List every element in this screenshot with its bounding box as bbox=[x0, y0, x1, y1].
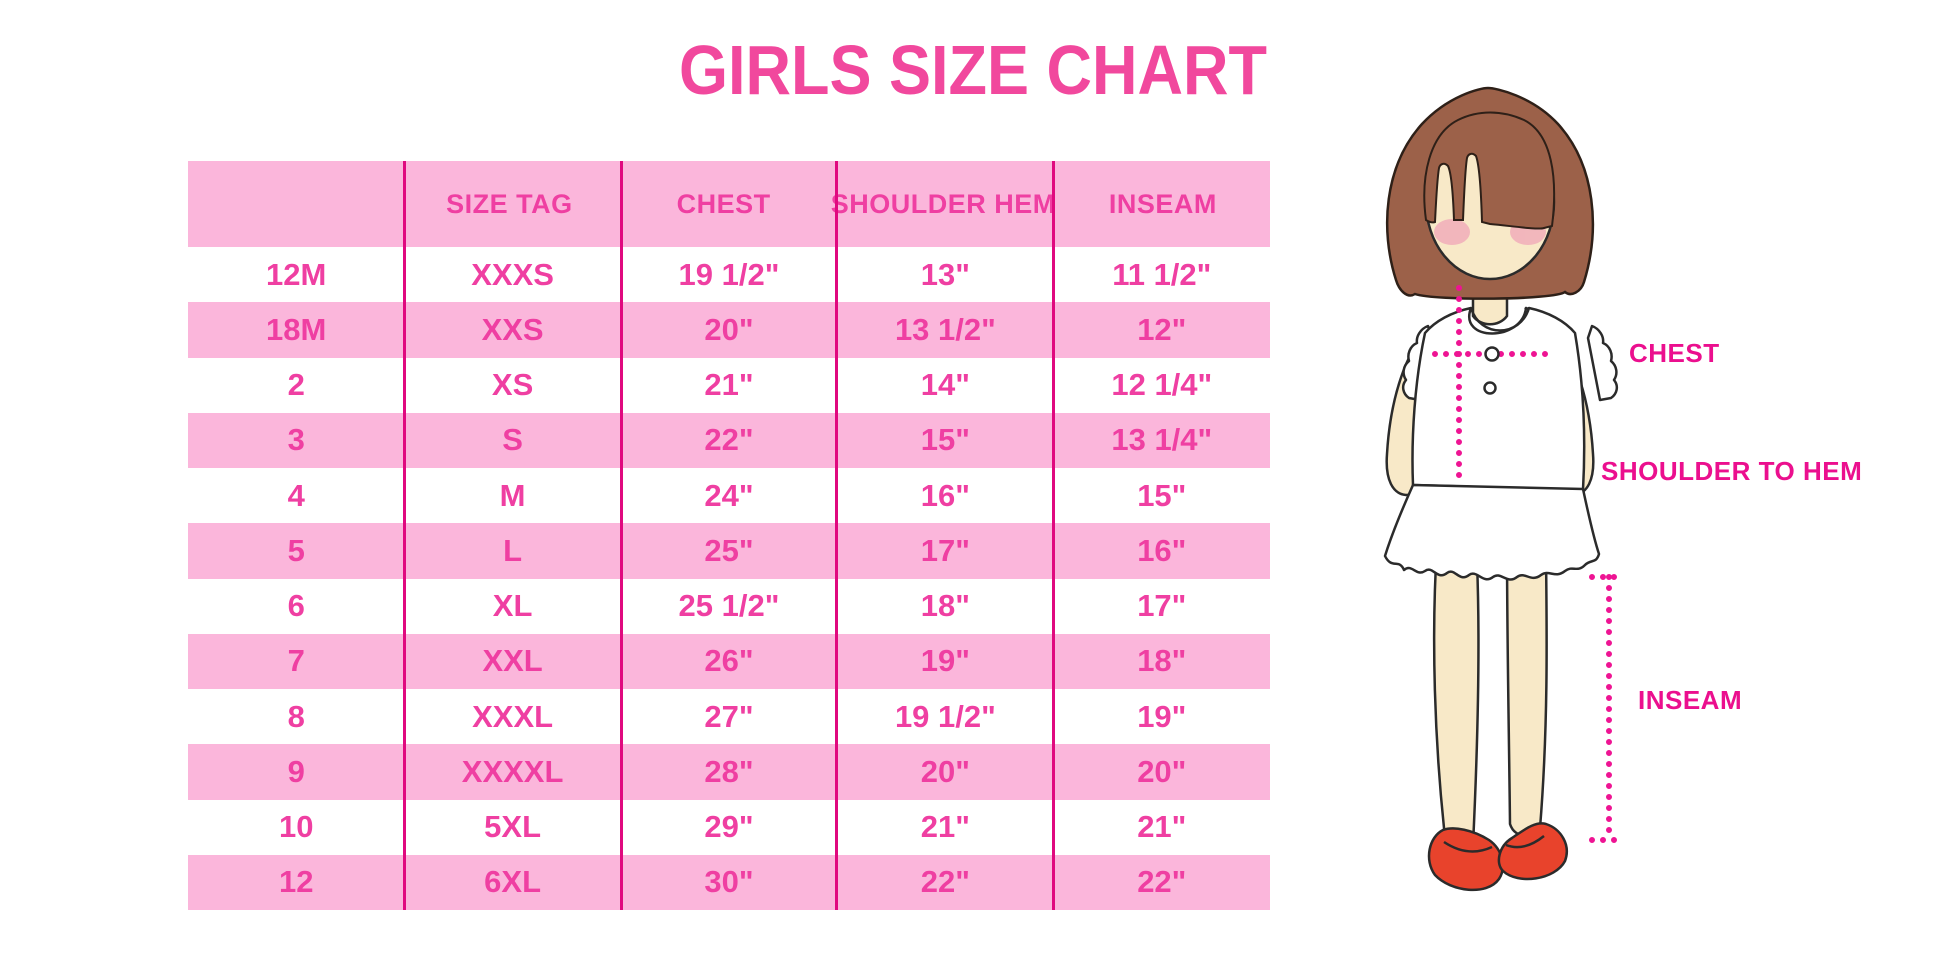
table-row: 12 6XL 30" 22" 22" bbox=[188, 854, 1270, 910]
table-cell: 16" bbox=[920, 477, 970, 513]
table-cell: 22" bbox=[1137, 864, 1187, 900]
table-cell: XXXXL bbox=[461, 753, 564, 789]
table-cell: 25" bbox=[704, 532, 754, 568]
table-cell: XXXS bbox=[471, 256, 554, 292]
table-cell: 18M bbox=[266, 311, 327, 347]
table-cell: XXS bbox=[481, 311, 544, 347]
column-divider bbox=[835, 161, 839, 910]
table-cell: 22" bbox=[920, 864, 970, 900]
table-cell: 2 bbox=[287, 367, 305, 403]
table-cell: 6XL bbox=[484, 864, 542, 900]
measurement-dotted-lines bbox=[1432, 285, 1626, 843]
table-cell: 15" bbox=[1137, 477, 1187, 513]
header-cell: INSEAM bbox=[1108, 188, 1217, 219]
table-row: 18M XXS 20" 13 1/2" 12" bbox=[188, 302, 1270, 358]
bangs bbox=[1423, 111, 1556, 230]
table-cell: 11 1/2" bbox=[1112, 256, 1212, 292]
table-cell: 30" bbox=[704, 864, 754, 900]
table-cell: 3 bbox=[287, 422, 305, 458]
table-cell: XXXL bbox=[472, 698, 554, 734]
page-title: GIRLS SIZE CHART bbox=[678, 31, 1268, 109]
table-cell: 12 bbox=[278, 864, 314, 900]
table-cell: 14" bbox=[920, 367, 970, 403]
table-cell: 5 bbox=[287, 532, 305, 568]
table-cell: 13" bbox=[920, 256, 970, 292]
table-cell: 18" bbox=[920, 588, 970, 624]
table-row: 6 XL 25 1/2" 18" 17" bbox=[188, 578, 1270, 634]
table-cell: L bbox=[503, 532, 523, 568]
table-cell: 26" bbox=[704, 643, 754, 679]
shoes bbox=[1427, 822, 1568, 892]
table-row: 9 XXXXL 28" 20" 20" bbox=[188, 744, 1270, 800]
table-row: 2 XS 21" 14" 12 1/4" bbox=[188, 357, 1270, 413]
table-cell: 12M bbox=[266, 256, 327, 292]
size-table-header: SIZE TAG CHEST SHOULDER HEM INSEAM bbox=[188, 161, 1270, 247]
column-divider bbox=[619, 161, 623, 910]
table-cell: 28" bbox=[704, 753, 754, 789]
legs bbox=[1432, 544, 1548, 854]
table-cell: 20" bbox=[920, 753, 970, 789]
size-table: SIZE TAG CHEST SHOULDER HEM INSEAM 12M XXXS 1… bbox=[188, 161, 1270, 910]
header-cell: SHOULDER HEM bbox=[830, 188, 1056, 219]
table-cell: 13 1/4" bbox=[1111, 422, 1213, 458]
table-cell: 20" bbox=[704, 311, 754, 347]
header-cell: SIZE TAG bbox=[446, 188, 573, 219]
table-cell: 18" bbox=[1137, 643, 1187, 679]
table-cell: 10 bbox=[278, 809, 314, 845]
table-cell: 24" bbox=[704, 477, 754, 513]
table-cell: 9 bbox=[287, 753, 305, 789]
table-cell: M bbox=[499, 477, 526, 513]
table-row: 8 XXXL 27" 19 1/2" 19" bbox=[188, 689, 1270, 745]
shoulder-to-hem-label: SHOULDER TO HEM bbox=[1601, 456, 1863, 486]
table-cell: 12" bbox=[1137, 311, 1187, 347]
table-cell: 19 1/2" bbox=[678, 256, 780, 292]
table-cell: XS bbox=[491, 367, 534, 403]
table-cell: 22" bbox=[704, 422, 754, 458]
table-row: 5 L 25" 17" 16" bbox=[188, 523, 1270, 579]
girl-measurement-diagram bbox=[1383, 86, 1626, 892]
table-cell: 19" bbox=[920, 643, 970, 679]
table-cell: 6 bbox=[287, 588, 305, 624]
header-cell bbox=[188, 161, 402, 247]
table-cell: 4 bbox=[287, 477, 305, 513]
table-cell: 7 bbox=[287, 643, 305, 679]
table-cell: 29" bbox=[704, 809, 754, 845]
header-cell: CHEST bbox=[676, 188, 771, 219]
table-cell: 5XL bbox=[484, 809, 542, 845]
table-row: 4 M 24" 16" 15" bbox=[188, 468, 1270, 524]
table-cell: 8 bbox=[287, 698, 305, 734]
table-cell: 25 1/2" bbox=[678, 588, 780, 624]
table-row: 12M XXXS 19 1/2" 13" 11 1/2" bbox=[188, 247, 1270, 303]
table-row: 7 XXL 26" 19" 18" bbox=[188, 633, 1270, 689]
table-cell: 16" bbox=[1137, 532, 1187, 568]
column-divider bbox=[1051, 161, 1055, 910]
table-cell: 12 1/4" bbox=[1111, 367, 1213, 403]
table-cell: 19" bbox=[1137, 698, 1187, 734]
table-cell: 21" bbox=[704, 367, 754, 403]
buttons bbox=[1483, 346, 1500, 395]
size-table-body: 12M XXXS 19 1/2" 13" 11 1/2" 18M XXS 20" 13 1/2"… bbox=[188, 247, 1270, 910]
skirt bbox=[1383, 483, 1601, 581]
table-cell: 19 1/2" bbox=[894, 698, 996, 734]
table-cell: 17" bbox=[920, 532, 970, 568]
inseam-label: INSEAM bbox=[1638, 685, 1743, 715]
column-divider bbox=[403, 161, 407, 910]
table-cell: S bbox=[502, 422, 523, 458]
table-cell: 21" bbox=[920, 809, 970, 845]
table-row: 3 S 22" 15" 13 1/4" bbox=[188, 412, 1270, 468]
table-cell: XXL bbox=[482, 643, 543, 679]
table-cell: 13 1/2" bbox=[894, 311, 996, 347]
table-cell: 21" bbox=[1137, 809, 1187, 845]
table-cell: 20" bbox=[1137, 753, 1187, 789]
chest-label: CHEST bbox=[1629, 338, 1720, 368]
table-cell: 27" bbox=[704, 698, 754, 734]
table-cell: XL bbox=[492, 588, 533, 624]
table-cell: 17" bbox=[1137, 588, 1187, 624]
table-row: 10 5XL 29" 21" 21" bbox=[188, 799, 1270, 855]
table-cell: 15" bbox=[920, 422, 970, 458]
